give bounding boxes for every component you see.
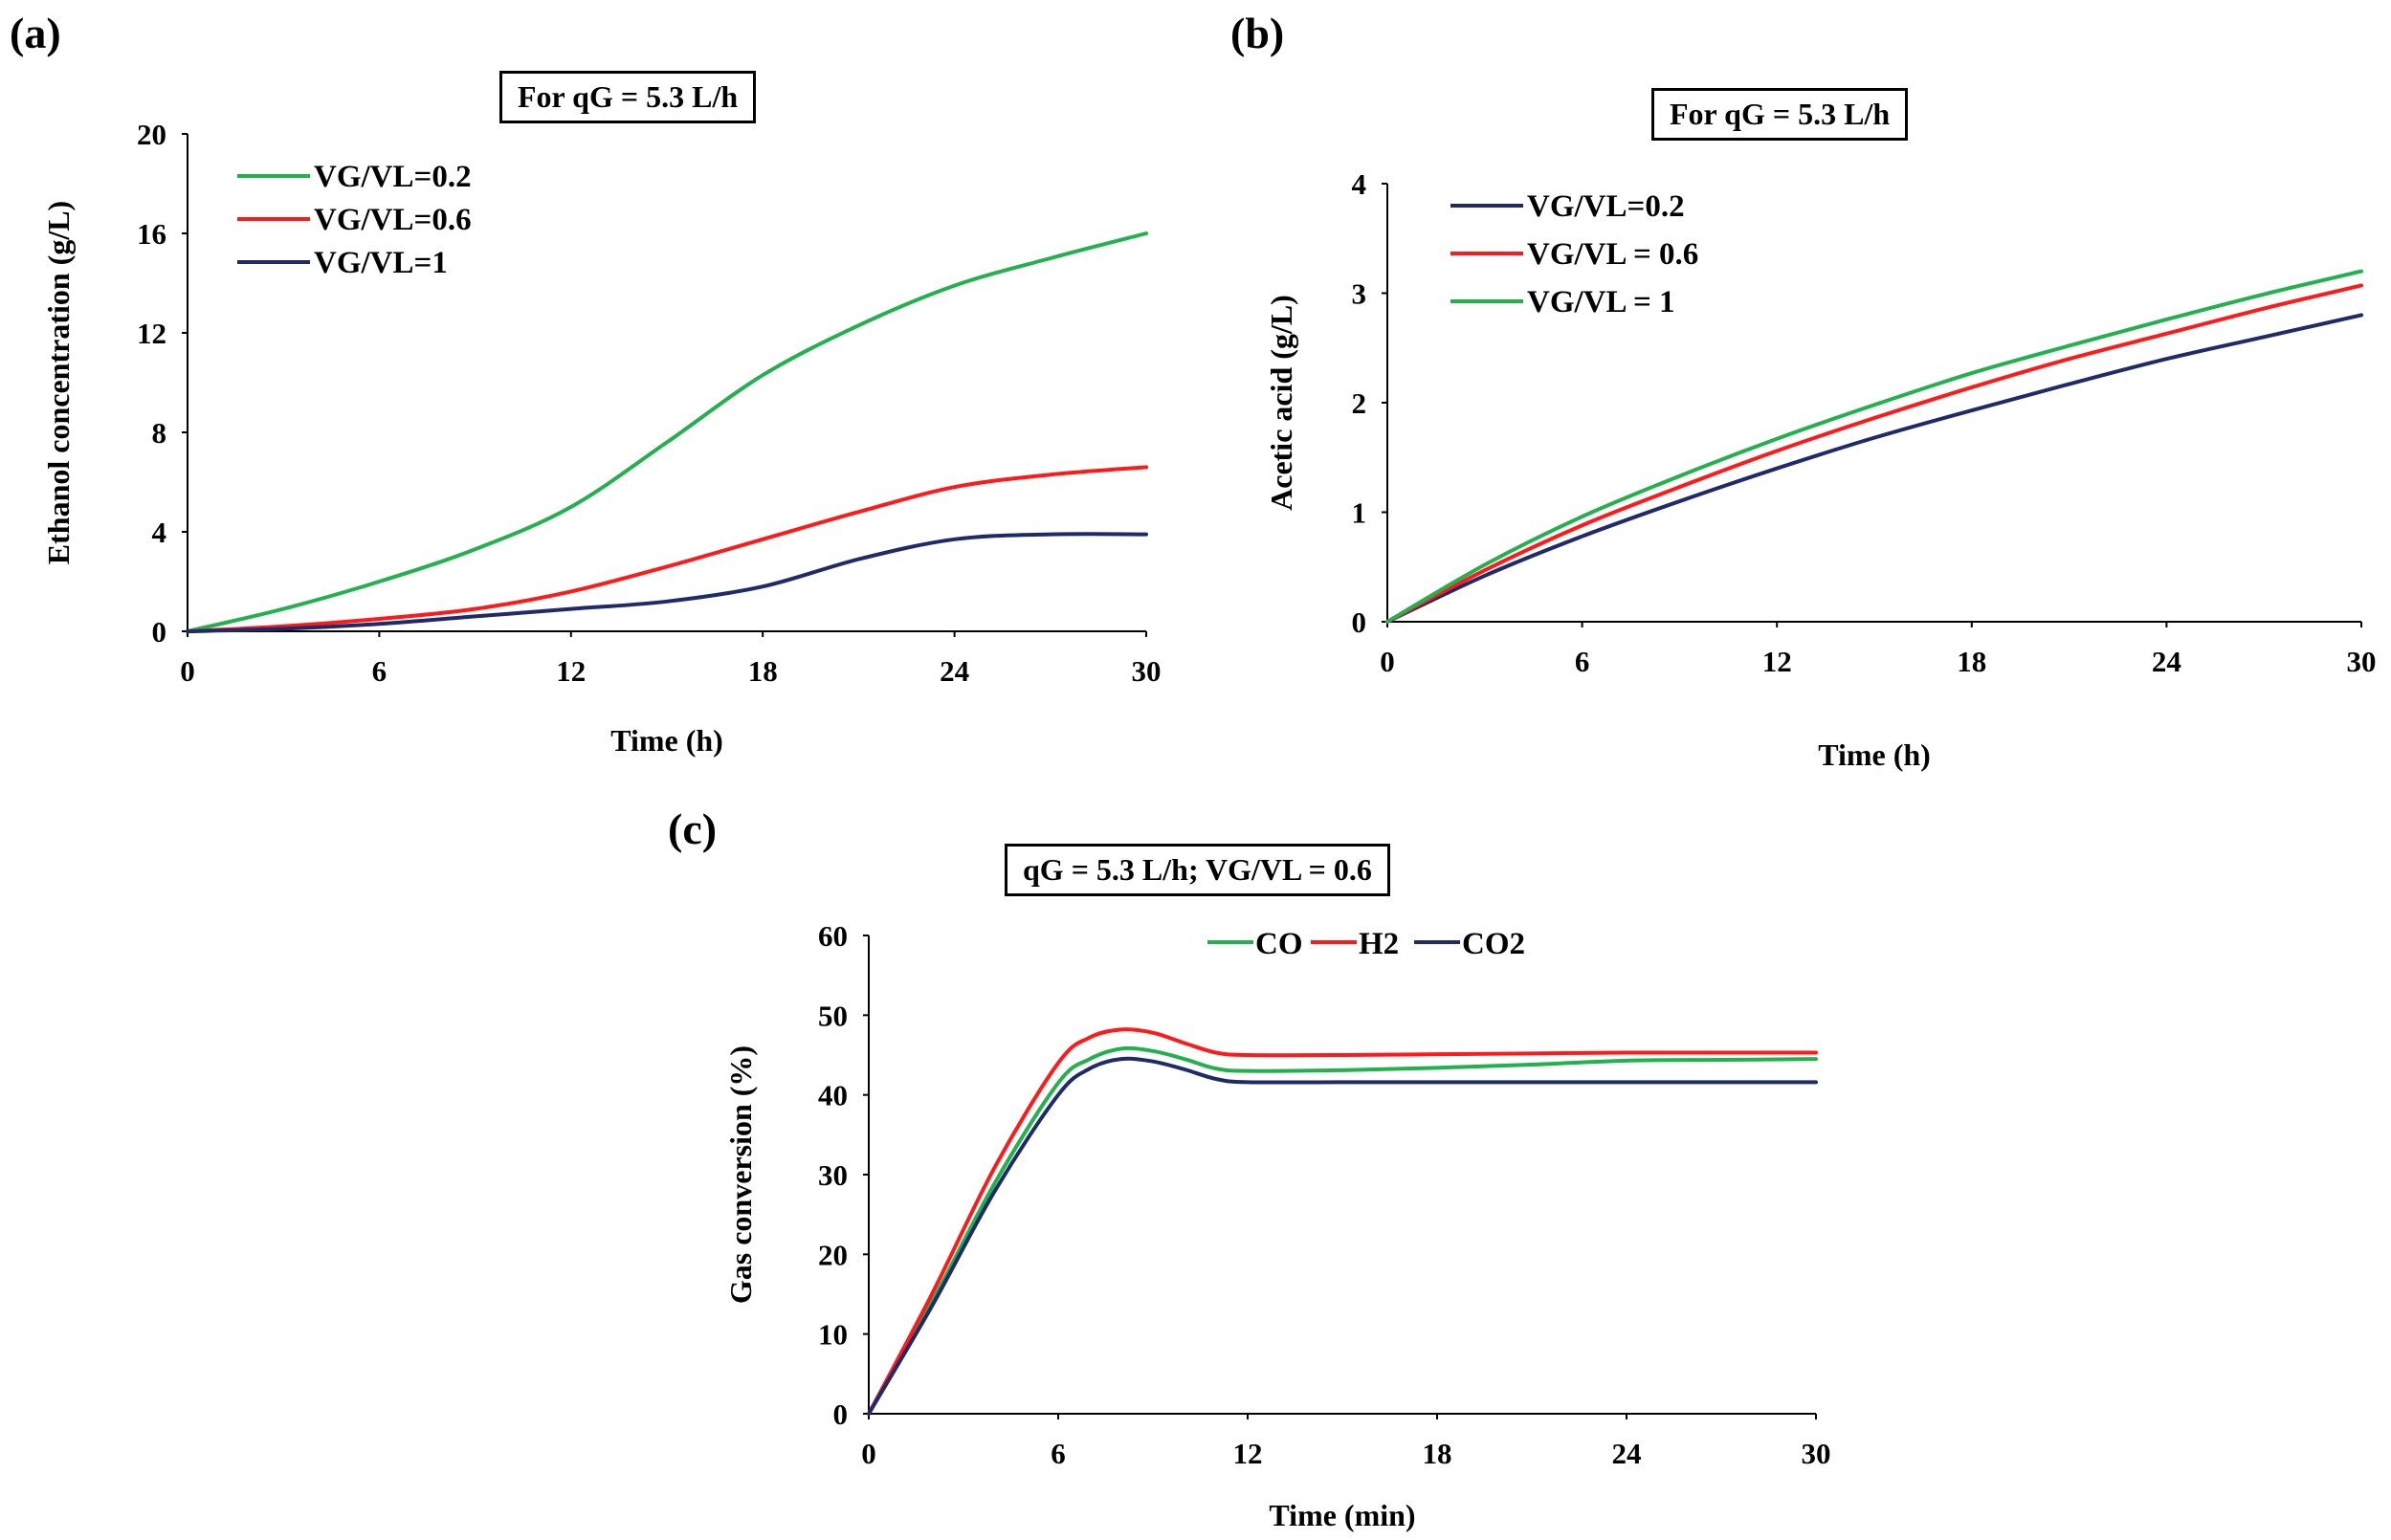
y-tick-label: 50 xyxy=(818,999,848,1032)
series-line-h2 xyxy=(867,1027,1818,1416)
x-axis-label: Time (h) xyxy=(1818,737,1931,772)
chart-c: 0 10 20 30 40 50 60 0 6 12 18 24 30 Time (min) Gas con… xyxy=(723,919,1831,1532)
x-tick-label: 18 xyxy=(1423,1437,1452,1470)
y-axis-label: Gas conversion (%) xyxy=(723,1045,758,1304)
legend-label: VG/VL = 0.6 xyxy=(1527,237,1698,272)
series-line-vg-vl-1 xyxy=(186,532,1148,633)
x-tick-label: 30 xyxy=(2347,645,2377,678)
legend-label: VG/VL=0.2 xyxy=(314,160,472,194)
y-tick-label: 0 xyxy=(152,615,167,649)
legend-label: VG/VL=0.2 xyxy=(1527,189,1685,224)
x-tick-label: 6 xyxy=(1575,645,1590,678)
y-tick-label: 20 xyxy=(137,118,166,151)
x-tick-label: 0 xyxy=(180,654,195,688)
legend-label: CO2 xyxy=(1462,927,1525,961)
x-tick-label: 0 xyxy=(1380,645,1395,678)
x-tick-label: 18 xyxy=(1957,645,1986,678)
x-tick-label: 18 xyxy=(748,654,778,688)
x-axis-label: Time (min) xyxy=(1269,1498,1415,1532)
y-tick-label: 0 xyxy=(833,1397,849,1431)
y-tick-label: 2 xyxy=(1352,386,1367,420)
y-tick-label: 8 xyxy=(152,416,167,450)
x-tick-label: 24 xyxy=(1612,1437,1642,1470)
series-line-vg-vl-0-6 xyxy=(186,465,1148,633)
panel-letter-b: (b) xyxy=(1230,9,1285,57)
y-tick-label: 20 xyxy=(818,1238,848,1271)
x-axis-label: Time (h) xyxy=(610,723,723,758)
y-tick-label: 4 xyxy=(1352,167,1367,201)
chart-a-title: For qG = 5.3 L/h xyxy=(499,71,757,123)
chart-b-title: For qG = 5.3 L/h xyxy=(1651,88,1909,141)
legend-label: VG/VL=1 xyxy=(314,246,448,280)
panel-letter-c: (c) xyxy=(668,804,718,853)
y-tick-label: 3 xyxy=(1352,277,1367,311)
x-tick-label: 6 xyxy=(372,654,387,688)
chart-c-title: qG = 5.3 L/h; VG/VL = 0.6 xyxy=(1005,844,1390,896)
series-line-co2 xyxy=(867,1056,1818,1416)
legend-label: CO xyxy=(1255,927,1303,961)
y-tick-label: 12 xyxy=(137,317,166,350)
x-tick-label: 24 xyxy=(2152,645,2181,678)
x-tick-label: 30 xyxy=(1802,1437,1831,1470)
y-tick-label: 40 xyxy=(818,1079,848,1112)
legend-label: VG/VL = 1 xyxy=(1527,285,1675,319)
series-line-co xyxy=(867,1045,1818,1416)
y-tick-label: 60 xyxy=(818,919,848,953)
x-tick-label: 6 xyxy=(1051,1437,1066,1470)
x-tick-label: 24 xyxy=(940,654,969,688)
x-tick-label: 12 xyxy=(1762,645,1792,678)
y-tick-label: 4 xyxy=(152,516,167,549)
x-tick-label: 12 xyxy=(556,654,586,688)
chart-a: 0 4 8 12 16 20 0 6 12 18 24 30 Time (h) Ethanol conce… xyxy=(41,118,1162,758)
legend-label: H2 xyxy=(1359,927,1399,961)
y-tick-label: 10 xyxy=(818,1318,848,1352)
y-tick-label: 30 xyxy=(818,1158,848,1192)
x-tick-label: 12 xyxy=(1233,1437,1263,1470)
series-line-vg-vl-1 xyxy=(1385,269,2363,624)
x-tick-label: 0 xyxy=(861,1437,876,1470)
y-tick-label: 16 xyxy=(137,217,166,251)
y-axis-label: Acetic acid (g/L) xyxy=(1264,295,1298,511)
series-line-vg-vl-0-2 xyxy=(186,231,1148,633)
series-line-vg-vl-0-2 xyxy=(1385,313,2363,624)
x-tick-label: 30 xyxy=(1132,654,1162,688)
legend-label: VG/VL=0.6 xyxy=(314,203,472,237)
panel-letter-a: (a) xyxy=(10,9,61,57)
y-tick-label: 0 xyxy=(1352,605,1367,639)
y-tick-label: 1 xyxy=(1352,496,1367,530)
series-line-vg-vl-0-6 xyxy=(1385,283,2363,624)
y-axis-label: Ethanol concentration (g/L) xyxy=(41,201,76,564)
